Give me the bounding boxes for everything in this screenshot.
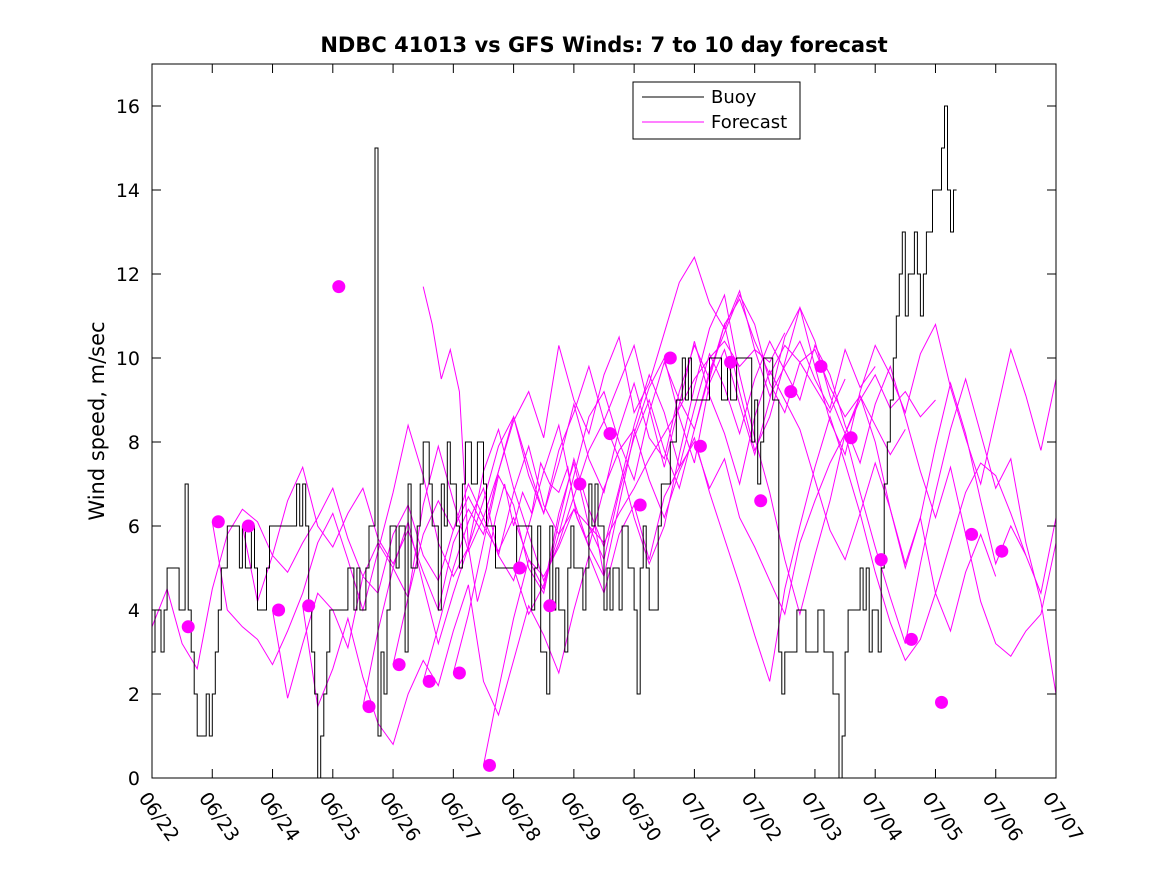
- forecast-marker-10: [452, 666, 466, 680]
- forecast-marker-13: [543, 599, 557, 613]
- forecast-marker-20: [754, 494, 768, 508]
- forecast-marker-1: [181, 620, 195, 634]
- forecast-marker-19: [724, 355, 738, 369]
- y-tick-label-8: 8: [128, 432, 140, 454]
- y-tick-label-12: 12: [116, 264, 140, 286]
- forecast-marker-27: [965, 527, 979, 541]
- forecast-marker-25: [904, 632, 918, 646]
- forecast-marker-9: [422, 674, 436, 688]
- y-tick-label-4: 4: [128, 600, 140, 622]
- y-tick-label-6: 6: [128, 516, 140, 538]
- y-tick-label-2: 2: [128, 684, 140, 706]
- forecast-marker-4: [272, 603, 286, 617]
- chart-title: NDBC 41013 vs GFS Winds: 7 to 10 day for…: [320, 33, 887, 57]
- forecast-marker-7: [362, 700, 376, 714]
- forecast-marker-12: [513, 561, 527, 575]
- forecast-marker-14: [573, 477, 587, 491]
- legend: Buoy Forecast: [632, 81, 801, 140]
- forecast-marker-2: [211, 515, 225, 529]
- buoy-series-line: [152, 105, 957, 779]
- forecast-marker-22: [814, 359, 828, 373]
- legend-forecast-label: Forecast: [711, 112, 787, 133]
- forecast-run-line-8: [392, 293, 1027, 665]
- forecast-run-line-4: [241, 256, 876, 612]
- forecast-marker-11: [483, 758, 496, 772]
- forecast-marker-8: [392, 658, 406, 672]
- legend-box: [632, 81, 801, 140]
- forecast-marker-3: [241, 519, 255, 533]
- plot-area: [151, 105, 1057, 779]
- forecast-marker-18: [693, 439, 707, 453]
- y-tick-label-16: 16: [116, 96, 140, 118]
- forecast-marker-15: [603, 427, 617, 441]
- forecast-marker-5: [302, 599, 316, 613]
- forecast-marker-21: [784, 385, 798, 399]
- forecast-run-line-3: [211, 298, 846, 666]
- forecast-marker-23: [844, 431, 858, 445]
- y-tick-label-10: 10: [116, 348, 140, 370]
- y-axis-label: Wind speed, m/sec: [85, 321, 109, 520]
- forecast-marker-16: [633, 498, 647, 512]
- y-tick-label-0: 0: [128, 768, 140, 790]
- forecast-run-line-10: [452, 339, 1057, 674]
- axes-box: [151, 63, 1057, 779]
- forecast-marker-6: [332, 280, 346, 294]
- y-tick-label-14: 14: [116, 180, 140, 202]
- forecast-marker-17: [663, 351, 677, 365]
- forecast-marker-28: [995, 544, 1009, 558]
- legend-buoy-label: Buoy: [711, 87, 757, 108]
- forecast-marker-24: [874, 553, 888, 567]
- forecast-run-line-6: [302, 373, 936, 746]
- forecast-run-line-2: [151, 332, 786, 671]
- forecast-marker-26: [935, 695, 948, 709]
- forecast-run-line-12: [513, 415, 1057, 682]
